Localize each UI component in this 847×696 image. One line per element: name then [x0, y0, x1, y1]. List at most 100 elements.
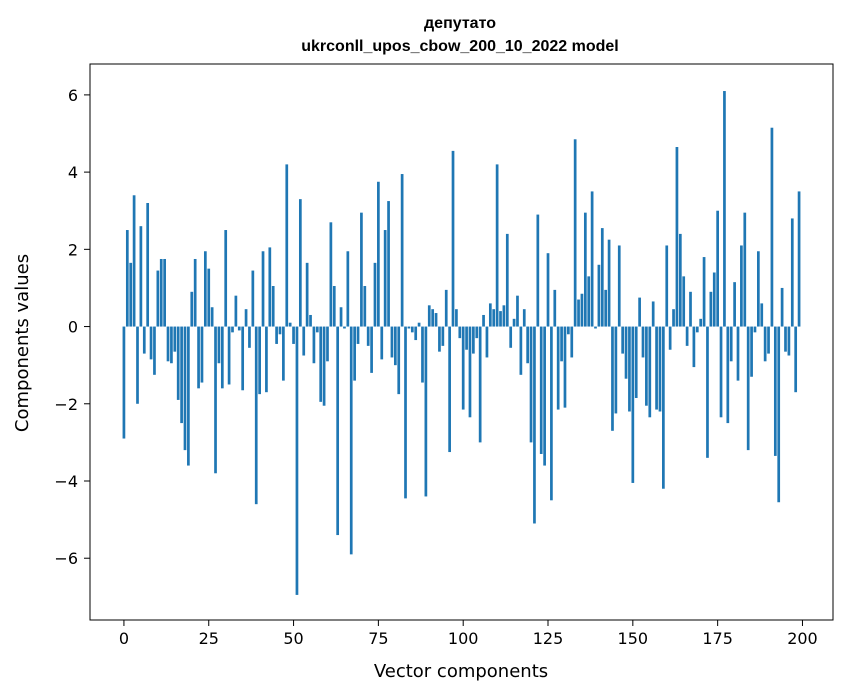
bar-77	[383, 230, 387, 327]
bar-24	[203, 251, 207, 327]
bar-59	[322, 326, 326, 406]
bar-186	[753, 326, 757, 333]
bar-128	[556, 326, 560, 410]
bar-93	[438, 326, 441, 352]
bar-143	[607, 239, 611, 327]
bar-73	[370, 326, 373, 373]
bar-54	[305, 262, 309, 327]
bar-156	[651, 301, 655, 327]
bar-20	[190, 291, 194, 327]
bar-189	[763, 326, 767, 362]
bar-92	[434, 313, 438, 327]
bar-190	[767, 326, 770, 354]
bar-55	[309, 314, 312, 327]
bar-195	[784, 326, 787, 352]
bar-105	[478, 326, 482, 443]
bar-0	[122, 326, 126, 439]
x-tick-label: 125	[533, 629, 564, 648]
bar-37	[248, 326, 251, 348]
bar-31	[227, 326, 231, 385]
bar-187	[757, 251, 760, 327]
bar-174	[712, 272, 716, 327]
bar-111	[499, 311, 502, 327]
bar-132	[570, 326, 574, 358]
x-tick-label: 75	[368, 629, 388, 648]
bar-170	[699, 318, 703, 327]
x-tick-label: 200	[787, 629, 818, 648]
bar-32	[231, 326, 234, 333]
bar-8	[149, 326, 153, 360]
bar-120	[529, 326, 533, 443]
bar-198	[794, 326, 798, 393]
bar-68	[353, 326, 356, 381]
bar-144	[611, 326, 614, 431]
bar-150	[631, 326, 635, 483]
chart-subtitle: ukrconll_upos_cbow_200_10_2022 model	[301, 38, 618, 55]
bar-168	[692, 326, 696, 368]
bar-46	[278, 326, 282, 335]
bar-199	[797, 191, 801, 327]
bar-25	[207, 268, 211, 327]
bar-1	[125, 230, 129, 327]
bar-9	[153, 326, 156, 375]
bar-166	[685, 326, 689, 346]
bar-60	[326, 326, 329, 362]
bar-33	[234, 295, 238, 327]
bar-183	[743, 212, 747, 327]
bar-71	[363, 286, 367, 327]
bar-36	[244, 309, 248, 327]
x-tick-label: 150	[618, 629, 649, 648]
bar-102	[468, 326, 472, 418]
y-tick-label: −4	[54, 472, 78, 491]
y-tick-label: 4	[68, 163, 78, 182]
bar-86	[414, 326, 418, 341]
bar-160	[665, 245, 669, 327]
bar-159	[662, 326, 665, 489]
bar-127	[553, 289, 557, 327]
bar-136	[583, 212, 587, 327]
bar-192	[773, 326, 777, 456]
x-axis-label: Vector components	[374, 661, 548, 682]
bar-184	[746, 326, 750, 451]
bar-137	[587, 276, 591, 327]
bar-4	[136, 326, 139, 404]
bar-123	[539, 326, 543, 454]
bar-118	[522, 309, 526, 327]
bar-94	[441, 326, 445, 346]
bar-125	[546, 253, 550, 327]
bar-88	[421, 326, 424, 383]
bar-124	[543, 326, 546, 466]
bar-149	[628, 326, 631, 412]
bar-121	[533, 326, 536, 524]
bar-140	[597, 264, 601, 327]
bar-70	[360, 212, 363, 327]
bar-16	[176, 326, 180, 400]
bar-39	[254, 326, 258, 505]
bar-7	[146, 203, 150, 327]
bar-82	[400, 174, 404, 327]
bar-34	[237, 326, 241, 331]
bar-173	[709, 291, 713, 327]
bar-155	[648, 326, 652, 418]
bar-112	[502, 305, 506, 327]
bar-66	[346, 251, 350, 327]
bar-91	[431, 309, 435, 327]
bar-142	[604, 289, 608, 327]
bar-167	[689, 291, 692, 327]
bar-134	[577, 299, 580, 327]
y-tick-label: −6	[54, 549, 78, 568]
bar-52	[298, 199, 302, 327]
bar-101	[465, 326, 468, 350]
bar-67	[349, 326, 353, 555]
bar-131	[567, 326, 570, 335]
bar-196	[787, 326, 791, 356]
bar-141	[600, 228, 604, 327]
bar-85	[410, 326, 414, 333]
bar-87	[417, 322, 421, 327]
bar-175	[716, 210, 719, 327]
bar-154	[645, 326, 648, 406]
bar-12	[163, 258, 166, 327]
bar-107	[485, 326, 489, 358]
bar-13	[166, 326, 170, 362]
y-tick-label: 2	[68, 240, 78, 259]
